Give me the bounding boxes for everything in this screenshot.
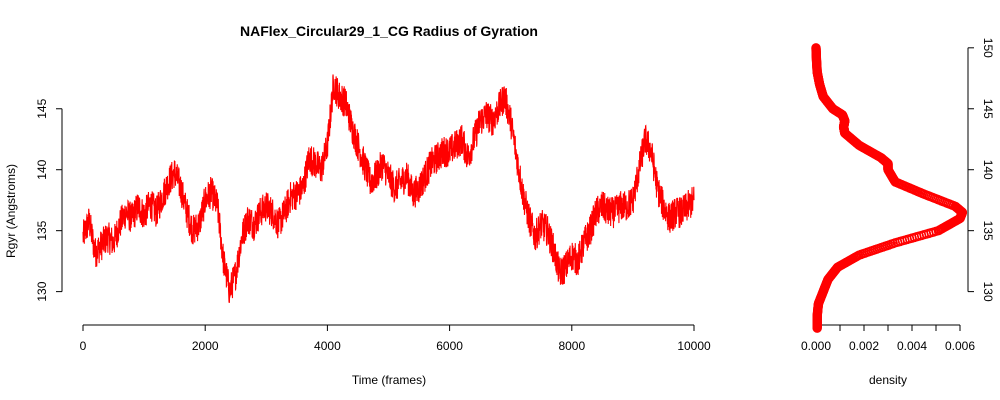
rgyr-line [82, 74, 695, 303]
x-tick-label: 10000 [677, 339, 711, 353]
density-panel: 0.000 0.002 0.004 0.006 130 135 140 145 150 den… [801, 38, 995, 387]
y-tick-label: 140 [35, 159, 49, 179]
density-x-tick-label: 0.002 [849, 339, 879, 353]
y-tick-label: 145 [35, 98, 49, 118]
time-x-axis: 0 2000 4000 6000 8000 10000 [80, 324, 711, 353]
rgyr-y-axis: 130 135 140 145 [35, 98, 63, 302]
chart-title: NAFlex_Circular29_1_CG Radius of Gyratio… [240, 23, 538, 39]
density-x-axis: 0.000 0.002 0.004 0.006 [801, 324, 975, 353]
density-y-tick-label: 150 [981, 38, 995, 58]
density-y-tick-label: 145 [981, 99, 995, 119]
y-tick-label: 130 [35, 281, 49, 301]
density-y-tick-label: 130 [981, 282, 995, 302]
x-tick-label: 4000 [314, 339, 341, 353]
x-tick-label: 8000 [558, 339, 585, 353]
time-series-panel: 0 2000 4000 6000 8000 10000 130 135 140 145 Time… [4, 74, 711, 387]
x-tick-label: 6000 [436, 339, 463, 353]
density-y-tick-label: 140 [981, 160, 995, 180]
y-tick-label: 135 [35, 220, 49, 240]
density-y-axis: 130 135 140 145 150 [967, 38, 995, 302]
density-x-tick-label: 0.004 [897, 339, 927, 353]
x-tick-label: 2000 [192, 339, 219, 353]
y-axis-title: Rgyr (Angstroms) [4, 164, 18, 258]
density-point [811, 43, 821, 53]
density-axis-title: density [869, 373, 907, 387]
density-x-tick-label: 0.006 [945, 339, 975, 353]
density-y-tick-label: 135 [981, 221, 995, 241]
x-tick-label: 0 [80, 339, 87, 353]
rgyr-series [82, 74, 695, 303]
x-axis-title: Time (frames) [352, 373, 426, 387]
density-series [811, 43, 968, 333]
density-x-tick-label: 0.000 [801, 339, 831, 353]
